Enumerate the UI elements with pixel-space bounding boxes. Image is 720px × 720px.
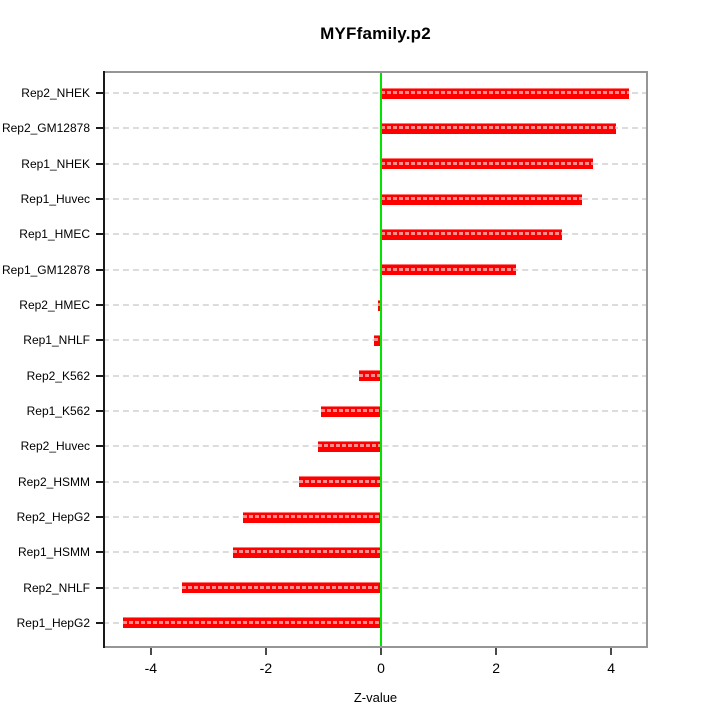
y-axis-label: Rep2_NHLF	[23, 580, 90, 595]
x-axis-tick	[380, 648, 382, 655]
bar	[298, 476, 382, 488]
x-axis-tick-label: -2	[259, 660, 273, 676]
y-axis-label: Rep1_K562	[26, 404, 90, 418]
x-axis-tick-label: -4	[144, 660, 158, 676]
y-axis-label: Rep2_HSMM	[17, 474, 90, 489]
y-axis-tick	[96, 304, 103, 306]
y-axis-tick	[96, 127, 103, 130]
y-axis-label: Rep1_NHLF	[23, 333, 90, 348]
bar	[317, 440, 382, 452]
bar	[381, 87, 629, 99]
y-axis-label: Rep1_HMEC	[19, 227, 90, 242]
x-axis-tick-label: 0	[377, 660, 385, 676]
y-axis-label: Rep2_K562	[26, 368, 90, 383]
y-axis-label: Rep1_GM12878	[1, 262, 90, 277]
grid-line	[103, 92, 648, 94]
y-axis-label: Rep1_Huvec	[20, 192, 90, 206]
y-axis-label: Rep2_NHEK	[21, 86, 90, 100]
y-axis-tick	[96, 621, 103, 624]
bar	[123, 617, 381, 629]
grid-line	[103, 198, 648, 200]
y-axis-label: Rep1_HepG2	[16, 615, 90, 630]
chart-title: MYFfamily.p2	[320, 24, 431, 43]
x-axis-tick	[495, 648, 498, 655]
y-axis-tick	[96, 374, 103, 377]
bar	[243, 511, 381, 523]
x-axis-tick-label: 2	[492, 660, 500, 676]
bar	[378, 299, 381, 311]
y-axis-tick	[96, 480, 103, 483]
y-axis-line	[103, 71, 105, 648]
y-axis-tick	[96, 162, 103, 165]
y-axis-tick	[96, 233, 103, 236]
bar	[381, 264, 516, 276]
y-axis-tick	[96, 268, 103, 271]
x-axis-title: Z-value	[353, 690, 398, 705]
y-axis-label: Rep1_NHEK	[21, 156, 90, 171]
x-axis-tick-label: 4	[607, 660, 616, 676]
bar	[381, 158, 594, 170]
y-axis-tick	[96, 445, 103, 448]
y-axis-tick	[96, 92, 103, 94]
grid-line	[103, 127, 648, 130]
x-axis-tick	[264, 648, 267, 655]
zero-reference-line	[380, 71, 382, 648]
y-axis-label: Rep2_Huvec	[20, 439, 90, 454]
grid-line	[103, 233, 648, 236]
y-axis-tick	[96, 551, 103, 554]
y-axis-label: Rep2_HMEC	[19, 298, 90, 312]
y-axis-label: Rep2_GM12878	[1, 121, 90, 136]
x-axis-tick	[149, 648, 152, 655]
bar	[320, 405, 382, 417]
grid-line	[103, 304, 648, 306]
y-axis-tick	[96, 586, 103, 589]
bar	[374, 334, 381, 346]
bar	[381, 228, 562, 240]
bar	[381, 193, 582, 205]
bar	[359, 370, 381, 382]
y-axis-tick	[96, 339, 103, 342]
y-axis-label: Rep1_HSMM	[17, 545, 90, 560]
bar	[233, 546, 381, 558]
bar	[182, 582, 381, 594]
x-axis-tick	[610, 648, 613, 655]
bar	[381, 122, 616, 134]
plot-area	[103, 71, 648, 648]
y-axis-tick	[96, 198, 103, 200]
grid-line	[103, 162, 648, 165]
y-axis-tick	[96, 410, 103, 412]
grid-line	[103, 268, 648, 271]
y-axis-tick	[96, 516, 103, 518]
y-axis-label: Rep2_HepG2	[16, 510, 90, 524]
